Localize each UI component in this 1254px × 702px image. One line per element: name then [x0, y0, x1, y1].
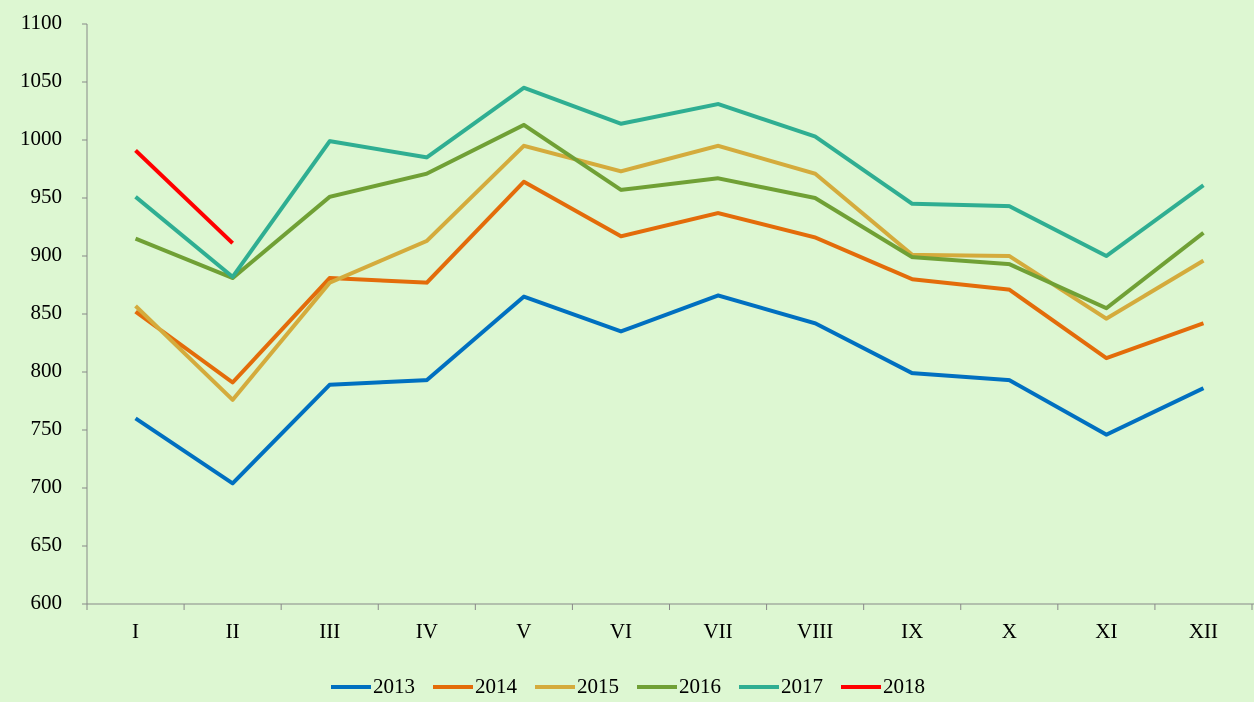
y-tick-label: 650 [31, 532, 63, 556]
y-tick-label: 1000 [20, 126, 62, 150]
x-tick-label: V [516, 619, 531, 643]
x-tick-label: XII [1189, 619, 1218, 643]
y-tick-label: 600 [31, 590, 63, 614]
y-tick-label: 1100 [21, 10, 62, 34]
line-series [134, 85, 1205, 279]
x-tick-label: VIII [797, 619, 833, 643]
x-tick-label: VI [610, 619, 632, 643]
y-tick-label: 1050 [20, 68, 62, 92]
line-series [134, 148, 235, 245]
x-tick-label: II [226, 619, 240, 643]
line-series [134, 293, 1205, 486]
legend-label: 2016 [679, 674, 721, 698]
legend-label: 2018 [883, 674, 925, 698]
x-tick-label: I [132, 619, 139, 643]
x-tick-label: XI [1095, 619, 1117, 643]
y-tick-label: 750 [31, 416, 63, 440]
y-tick-label: 950 [31, 184, 63, 208]
legend-label: 2017 [781, 674, 823, 698]
y-tick-label: 900 [31, 242, 63, 266]
x-tick-label: IV [416, 619, 438, 643]
y-tick-label: 700 [31, 474, 63, 498]
line-series [134, 179, 1205, 385]
y-tick-label: 850 [31, 300, 63, 324]
x-tick-label: III [319, 619, 340, 643]
legend-label: 2014 [475, 674, 518, 698]
legend-label: 2015 [577, 674, 619, 698]
x-tick-label: X [1002, 619, 1017, 643]
legend-label: 2013 [373, 674, 415, 698]
x-tick-label: IX [901, 619, 923, 643]
line-series [134, 122, 1205, 311]
line-series [134, 143, 1205, 402]
y-tick-label: 800 [31, 358, 63, 382]
x-tick-label: VII [703, 619, 732, 643]
